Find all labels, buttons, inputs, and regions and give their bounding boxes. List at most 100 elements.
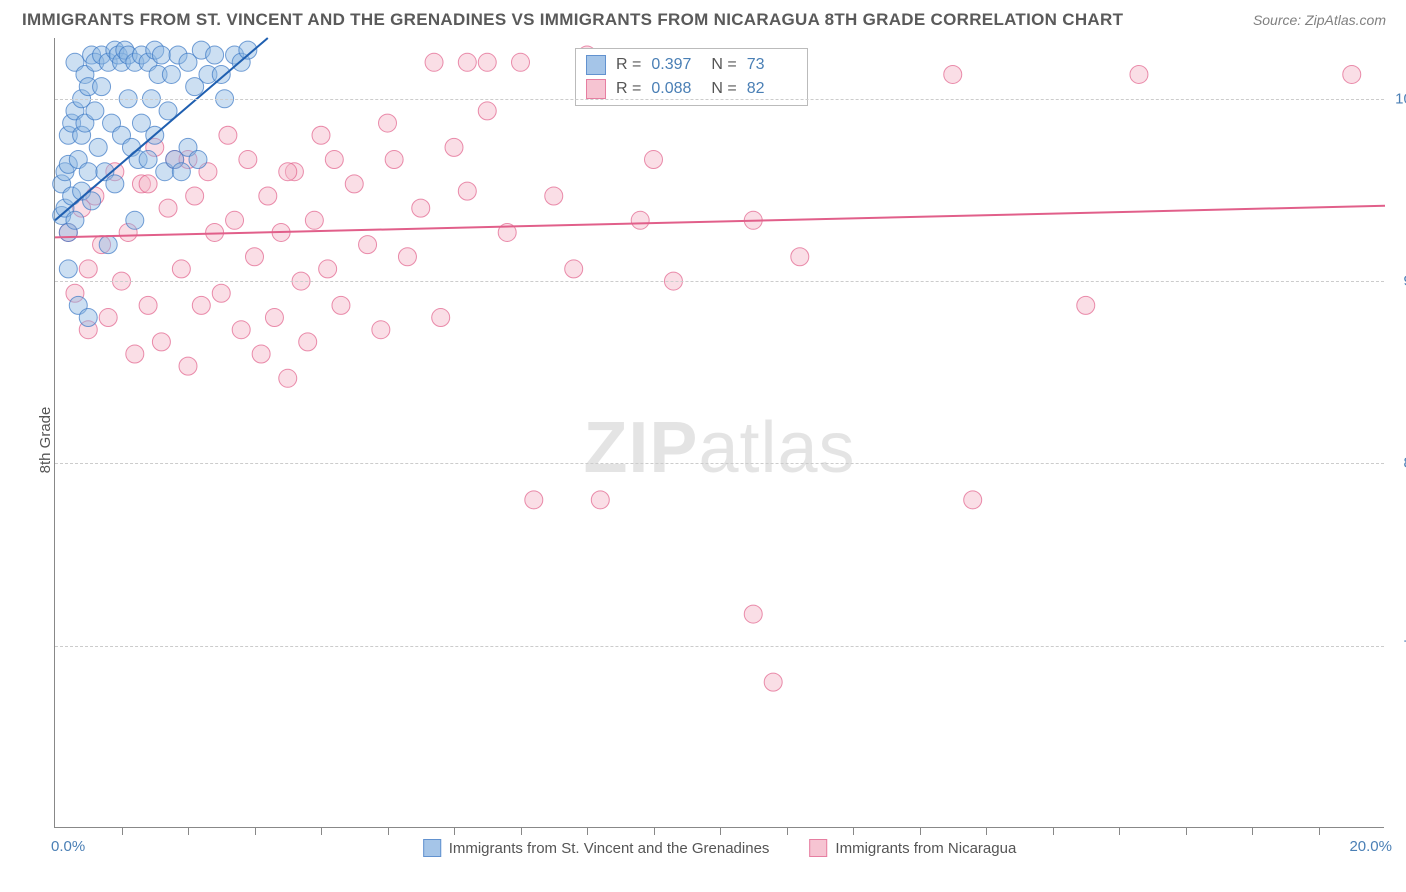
data-point bbox=[226, 211, 244, 229]
data-point bbox=[332, 296, 350, 314]
data-point bbox=[66, 211, 84, 229]
data-point bbox=[99, 309, 117, 327]
data-point bbox=[359, 236, 377, 254]
n-value: 82 bbox=[747, 80, 797, 98]
data-point bbox=[126, 211, 144, 229]
data-point bbox=[139, 151, 157, 169]
source-attribution: Source: ZipAtlas.com bbox=[1253, 12, 1386, 28]
stats-box: R =0.397N =73R =0.088N =82 bbox=[575, 48, 808, 106]
x-tick-mark bbox=[986, 827, 987, 835]
data-point bbox=[239, 151, 257, 169]
legend-label: Immigrants from St. Vincent and the Gren… bbox=[449, 840, 770, 857]
x-tick-mark bbox=[188, 827, 189, 835]
data-point bbox=[385, 151, 403, 169]
legend-swatch bbox=[423, 839, 441, 857]
data-point bbox=[189, 151, 207, 169]
x-tick-mark bbox=[1119, 827, 1120, 835]
data-point bbox=[79, 260, 97, 278]
legend-item: Immigrants from Nicaragua bbox=[809, 839, 1016, 857]
data-point bbox=[93, 78, 111, 96]
n-value: 73 bbox=[747, 56, 797, 74]
legend-item: Immigrants from St. Vincent and the Gren… bbox=[423, 839, 770, 857]
data-point bbox=[89, 138, 107, 156]
y-tick-label: 100.0% bbox=[1395, 90, 1406, 107]
data-point bbox=[86, 102, 104, 120]
data-point bbox=[139, 175, 157, 193]
x-tick-mark bbox=[521, 827, 522, 835]
x-tick-min: 0.0% bbox=[51, 838, 85, 855]
data-point bbox=[126, 345, 144, 363]
data-point bbox=[212, 284, 230, 302]
data-point bbox=[645, 151, 663, 169]
stats-row: R = 0.397 N = 73 bbox=[586, 53, 797, 77]
data-point bbox=[791, 248, 809, 266]
x-tick-mark bbox=[1319, 827, 1320, 835]
r-value: 0.088 bbox=[651, 80, 701, 98]
data-point bbox=[944, 65, 962, 83]
gridline bbox=[55, 646, 1384, 647]
data-point bbox=[172, 260, 190, 278]
data-point bbox=[964, 491, 982, 509]
data-point bbox=[159, 199, 177, 217]
chart-title: IMMIGRANTS FROM ST. VINCENT AND THE GREN… bbox=[22, 10, 1123, 30]
legend-swatch bbox=[586, 55, 606, 75]
x-tick-mark bbox=[587, 827, 588, 835]
data-point bbox=[172, 163, 190, 181]
plot-area: ZIPatlas R =0.397N =73R =0.088N =82 0.0%… bbox=[54, 38, 1384, 828]
r-label: R = bbox=[616, 56, 641, 74]
data-point bbox=[379, 114, 397, 132]
x-tick-mark bbox=[1252, 827, 1253, 835]
x-tick-mark bbox=[787, 827, 788, 835]
x-tick-mark bbox=[454, 827, 455, 835]
x-tick-mark bbox=[1186, 827, 1187, 835]
data-point bbox=[279, 163, 297, 181]
bottom-legend: Immigrants from St. Vincent and the Gren… bbox=[423, 839, 1017, 857]
data-point bbox=[206, 46, 224, 64]
x-tick-mark bbox=[388, 827, 389, 835]
y-axis-label: 8th Grade bbox=[37, 407, 54, 474]
legend-swatch bbox=[809, 839, 827, 857]
x-tick-mark bbox=[255, 827, 256, 835]
data-point bbox=[152, 46, 170, 64]
data-point bbox=[106, 175, 124, 193]
n-label: N = bbox=[711, 56, 736, 74]
x-tick-mark bbox=[1053, 827, 1054, 835]
data-point bbox=[525, 491, 543, 509]
data-point bbox=[79, 163, 97, 181]
data-point bbox=[398, 248, 416, 266]
data-point bbox=[372, 321, 390, 339]
r-value: 0.397 bbox=[651, 56, 701, 74]
legend-swatch bbox=[586, 79, 606, 99]
data-point bbox=[152, 333, 170, 351]
data-point bbox=[432, 309, 450, 327]
data-point bbox=[591, 491, 609, 509]
x-tick-mark bbox=[720, 827, 721, 835]
data-point bbox=[246, 248, 264, 266]
x-tick-mark bbox=[920, 827, 921, 835]
data-point bbox=[565, 260, 583, 278]
data-point bbox=[279, 369, 297, 387]
data-point bbox=[186, 187, 204, 205]
data-point bbox=[1130, 65, 1148, 83]
data-point bbox=[764, 673, 782, 691]
source-label: Source: bbox=[1253, 12, 1301, 28]
gridline bbox=[55, 99, 1384, 100]
x-tick-mark bbox=[122, 827, 123, 835]
source-value: ZipAtlas.com bbox=[1305, 12, 1386, 28]
data-point bbox=[252, 345, 270, 363]
data-point bbox=[445, 138, 463, 156]
data-point bbox=[478, 102, 496, 120]
data-point bbox=[425, 53, 443, 71]
data-point bbox=[305, 211, 323, 229]
data-point bbox=[259, 187, 277, 205]
data-point bbox=[59, 260, 77, 278]
data-point bbox=[458, 182, 476, 200]
r-label: R = bbox=[616, 80, 641, 98]
data-point bbox=[232, 321, 250, 339]
gridline bbox=[55, 281, 1384, 282]
x-tick-mark bbox=[853, 827, 854, 835]
data-point bbox=[162, 65, 180, 83]
data-point bbox=[79, 309, 97, 327]
data-point bbox=[478, 53, 496, 71]
data-point bbox=[1343, 65, 1361, 83]
